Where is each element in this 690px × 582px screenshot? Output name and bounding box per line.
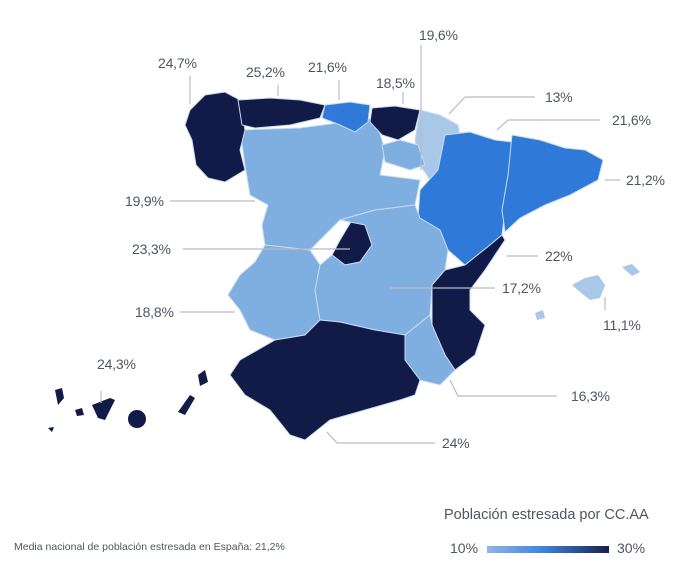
label-madrid: 23,3%	[132, 241, 171, 257]
region-valencia[interactable]	[431, 234, 506, 371]
region-extremadura[interactable]	[227, 244, 321, 341]
label-cataluna: 21,2%	[626, 172, 665, 188]
label-asturias: 25,2%	[246, 64, 285, 80]
label-galicia: 24,7%	[158, 55, 197, 71]
region-canarias[interactable]	[48, 370, 208, 432]
label-castilla-mancha: 17,2%	[502, 280, 541, 296]
label-cantabria: 21,6%	[308, 59, 347, 75]
label-aragon: 21,6%	[612, 112, 651, 128]
label-extremadura: 18,8%	[135, 304, 174, 320]
label-pais-vasco: 18,5%	[376, 75, 415, 91]
region-asturias[interactable]	[237, 97, 326, 129]
label-canarias: 24,3%	[97, 356, 136, 372]
leader-lines	[100, 45, 620, 444]
spain-map	[48, 45, 640, 444]
label-valencia: 22%	[545, 248, 573, 264]
label-andalucia: 24%	[442, 435, 470, 451]
national-average-note: Media nacional de población estresada en…	[14, 541, 285, 553]
legend-gradient-bar	[487, 546, 609, 553]
region-andalucia[interactable]	[229, 319, 421, 441]
region-cataluna[interactable]	[501, 134, 604, 234]
legend-title: Población estresada por CC.AA	[444, 507, 649, 523]
label-rioja: 19,6%	[419, 27, 458, 43]
label-castilla-leon: 19,9%	[125, 193, 164, 209]
region-galicia[interactable]	[184, 91, 246, 183]
label-murcia: 16,3%	[571, 388, 610, 404]
region-pais-vasco[interactable]	[369, 105, 421, 141]
label-baleares: 11,1%	[603, 317, 641, 333]
label-navarra: 13%	[545, 89, 573, 105]
legend-min: 10%	[450, 540, 479, 556]
legend-max: 30%	[617, 540, 646, 556]
region-cantabria[interactable]	[321, 101, 371, 133]
region-rioja[interactable]	[381, 139, 426, 171]
region-baleares[interactable]	[535, 264, 640, 320]
